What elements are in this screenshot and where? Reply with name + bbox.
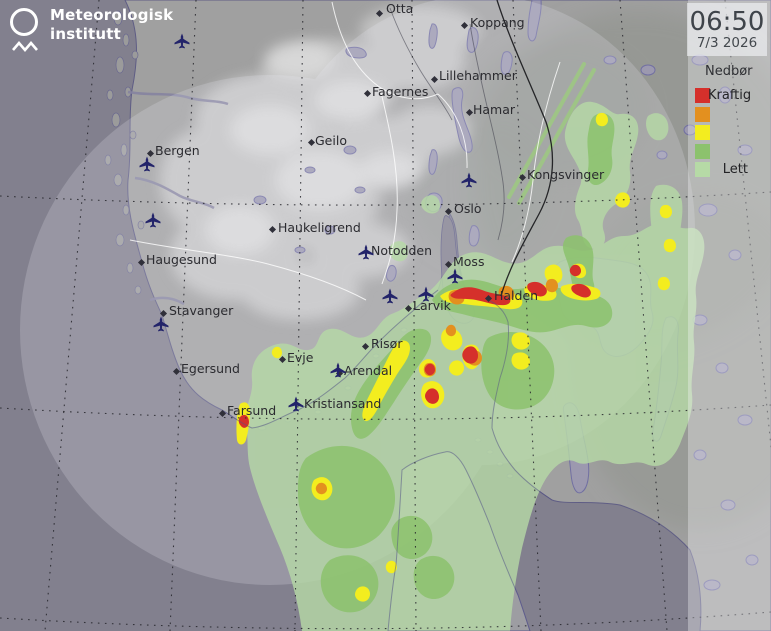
airport-plane-icon [461,172,477,188]
city-label: Kongsvinger [527,167,605,182]
fjords [127,90,229,306]
city-label: Haukeligrend [278,220,361,235]
radar-interference-streaks [507,62,596,205]
legend-color-swatch [695,106,710,122]
precipitation-legend: Nedbør Kraftig Lett [688,64,771,180]
radar-time: 06:50 [689,7,765,37]
legend-label: Kraftig [708,88,752,103]
met-logo-text: Meteorologisk institutt [50,6,173,54]
met-institute-logo: Meteorologisk institutt [8,6,173,54]
legend-item: Kraftig [688,87,771,106]
city-label: Evje [287,350,314,365]
legend-color-swatch [695,143,710,159]
city-label: Otta [386,1,414,16]
city-label: Egersund [181,361,240,376]
city-label: Kristiansand [304,396,382,411]
legend-color-swatch [695,88,710,103]
city-label: Lillehammer [439,68,517,83]
borders [129,0,561,301]
logo-line-1: Meteorologisk [50,6,174,24]
airport-plane-icon [382,288,398,304]
airport-plane-icon [418,286,434,302]
airport-plane-icon [447,268,463,284]
airport-plane-icon [174,33,190,49]
legend-item [688,143,771,162]
airport-plane-icon [153,316,169,332]
legend-item: Lett [688,161,771,180]
legend-item [688,106,771,125]
city-label: Larvik [413,298,451,313]
city-label: Hamar [473,102,516,117]
coast-overlay [221,289,553,631]
met-logo-icon [10,8,38,52]
airport-plane-icon [358,244,374,260]
city-label: Moss [453,254,485,269]
radar-date: 7/3 2026 [696,35,758,51]
logo-line-2: institutt [50,25,122,43]
legend-color-swatch [695,162,710,177]
city-label: Farsund [227,403,277,418]
airport-plane-icon [145,212,161,228]
city-label: Bergen [155,143,200,158]
city-label: Arendal [344,363,393,378]
city-label: Oslo [454,201,482,216]
city-label: Haugesund [146,252,217,267]
airport-plane-icon [139,156,155,172]
city-label: Fagernes [372,84,429,99]
city-label: Risør [371,336,403,351]
timestamp-box: 06:50 7/3 2026 [687,3,767,56]
legend-label: Lett [722,162,748,177]
city-label: Notodden [371,243,433,258]
city-label: Geilo [315,133,347,148]
precipitation-heavy-red [238,264,591,428]
legend-panel-strip [688,0,771,631]
legend-rows: Kraftig Lett [688,87,771,180]
legend-color-swatch [695,125,710,140]
legend-title: Nedbør [705,64,753,79]
airport-plane-icon [288,396,304,412]
city-label: Koppang [470,15,525,30]
legend-item [688,124,771,143]
airport-plane-icon [330,362,346,378]
city-label: Stavanger [169,303,234,318]
city-label: Halden [494,288,539,303]
